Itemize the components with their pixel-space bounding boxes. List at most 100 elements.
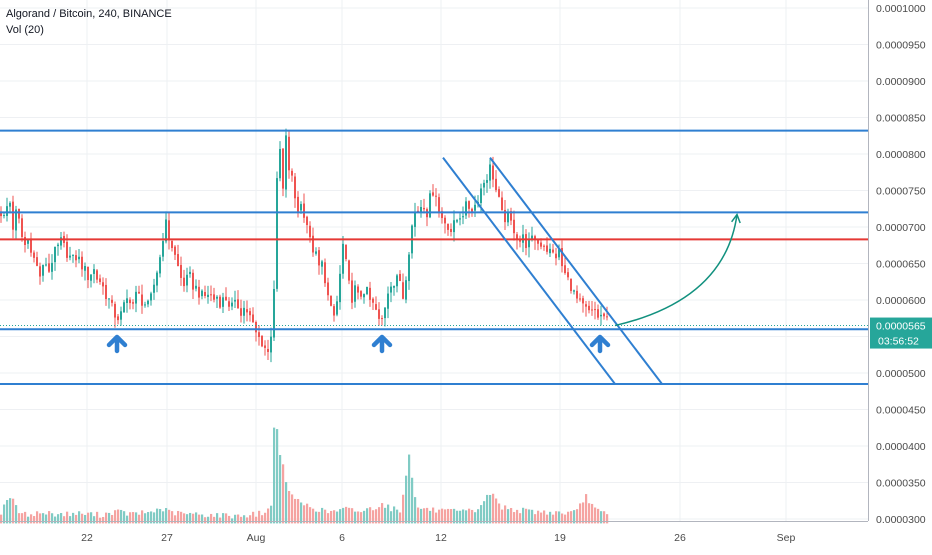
up-arrow-marker[interactable] [371,334,393,354]
candle-body [585,304,587,307]
candle-body [510,211,512,221]
volume-bar [393,506,396,524]
candle-body [528,239,530,248]
candle-body [33,252,35,258]
descending-channel-line[interactable] [489,157,663,385]
volume-bar [489,494,492,524]
candle-body [594,309,596,311]
time-axis-label: 12 [435,532,447,544]
last-price-tag: 0.0000565 03:56:52 [870,317,932,349]
volume-bar [576,509,579,524]
candle-body [153,284,155,293]
volume-bar [165,508,168,524]
volume-bar [543,510,546,524]
volume-bar [27,516,30,524]
volume-bar [525,508,528,524]
volume-bar [339,509,342,524]
candle-body [417,210,419,212]
volume-bar [15,505,18,524]
candle-body [303,203,305,218]
volume-bar [0,514,3,524]
volume-bar [447,508,450,524]
price-axis-label: 0.0000500 [876,368,926,380]
volume-bar [450,509,453,524]
volume-bar [471,509,474,524]
volume-bar [528,509,531,524]
volume-bar [207,516,210,524]
volume-bar [591,503,594,524]
volume-bar [312,508,315,524]
up-arrow-marker[interactable] [106,334,128,354]
volume-bar [198,514,201,524]
volume-bar [243,515,246,524]
symbol-title[interactable]: Algorand / Bitcoin, 240, BINANCE [6,8,172,20]
candle-body [96,270,98,280]
candle-body [462,216,464,218]
up-arrow-icon [589,334,611,354]
volume-bar [423,508,426,524]
volume-bar [120,509,123,524]
candle-body [513,219,515,234]
volume-bar [603,511,606,524]
candle-body [228,301,230,307]
volume-bar [468,508,471,524]
volume-bar [264,512,267,524]
candle-body [390,286,392,293]
volume-bar [342,507,345,524]
candle-body [582,298,584,304]
candle-body [498,189,500,197]
up-arrow-marker[interactable] [589,334,611,354]
volume-bar [192,513,195,524]
candle-body [105,284,107,300]
volume-bar [504,505,507,524]
candle-body [195,285,197,289]
volume-bar [69,516,72,524]
volume-bar [171,511,174,524]
volume-bar [216,513,219,524]
volume-bar [411,477,414,524]
volume-bar [24,511,27,524]
volume-bar [585,494,588,524]
candle-body [27,239,29,244]
volume-bar [93,516,96,524]
candle-body [144,304,146,306]
candle-body [294,176,296,199]
volume-bar [279,455,282,524]
volume-bar [441,508,444,524]
candle-body [234,299,236,302]
volume-bar [354,511,357,524]
candle-body [429,193,431,218]
volume-bar [510,507,513,524]
volume-bar [357,511,360,524]
volume-bar [417,507,420,524]
candle-body [420,206,422,213]
volume-bar [189,512,192,524]
candle-body [249,311,251,316]
candle-body [504,209,506,223]
price-axis-label: 0.0000300 [876,514,926,526]
volume-bar [345,506,348,524]
candle-body [72,254,74,256]
candle-body [276,178,278,289]
volume-indicator-label[interactable]: Vol (20) [6,24,44,36]
candle-body [207,294,209,297]
volume-bar [438,509,441,524]
candle-body [240,308,242,316]
volume-bar [177,510,180,524]
volume-bar [225,513,228,524]
volume-bar [282,464,285,524]
volume-bar [99,517,102,524]
candle-body [18,208,20,219]
volume-bar [378,507,381,524]
candle-body [282,148,284,189]
descending-channel-line[interactable] [442,157,616,385]
volume-bar [531,509,534,524]
candle-body [84,265,86,271]
volume-bar [513,512,516,524]
candle-body [384,307,386,319]
projection-arrow-curve[interactable] [614,214,738,327]
volume-bar [183,513,186,524]
